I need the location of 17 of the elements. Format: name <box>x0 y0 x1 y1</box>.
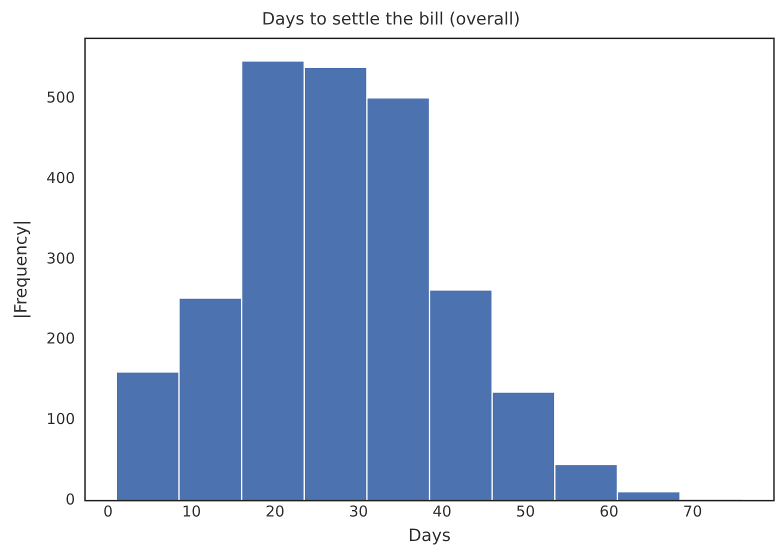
y-tick-label: 500 <box>46 88 76 107</box>
x-tick-label: 70 <box>683 502 702 520</box>
x-tick-label: 50 <box>516 502 536 520</box>
x-tick-label: 30 <box>348 502 368 520</box>
chart-title: Days to settle the bill (overall) <box>262 10 520 30</box>
x-tick-label: 20 <box>265 502 285 520</box>
y-tick-label: 300 <box>46 249 76 268</box>
x-axis-title: Days <box>408 526 451 546</box>
y-tick-label: 100 <box>46 410 76 428</box>
y-axis-title: |Frequency| <box>12 220 32 320</box>
y-tick-label: 200 <box>46 330 76 348</box>
x-tick-label: 40 <box>432 502 452 520</box>
x-tick-label: 60 <box>600 502 619 520</box>
x-tick-label: 0 <box>103 502 113 520</box>
y-tick-label: 400 <box>46 168 76 187</box>
x-tick-label: 10 <box>182 502 202 520</box>
y-tick-label: 0 <box>65 490 76 508</box>
